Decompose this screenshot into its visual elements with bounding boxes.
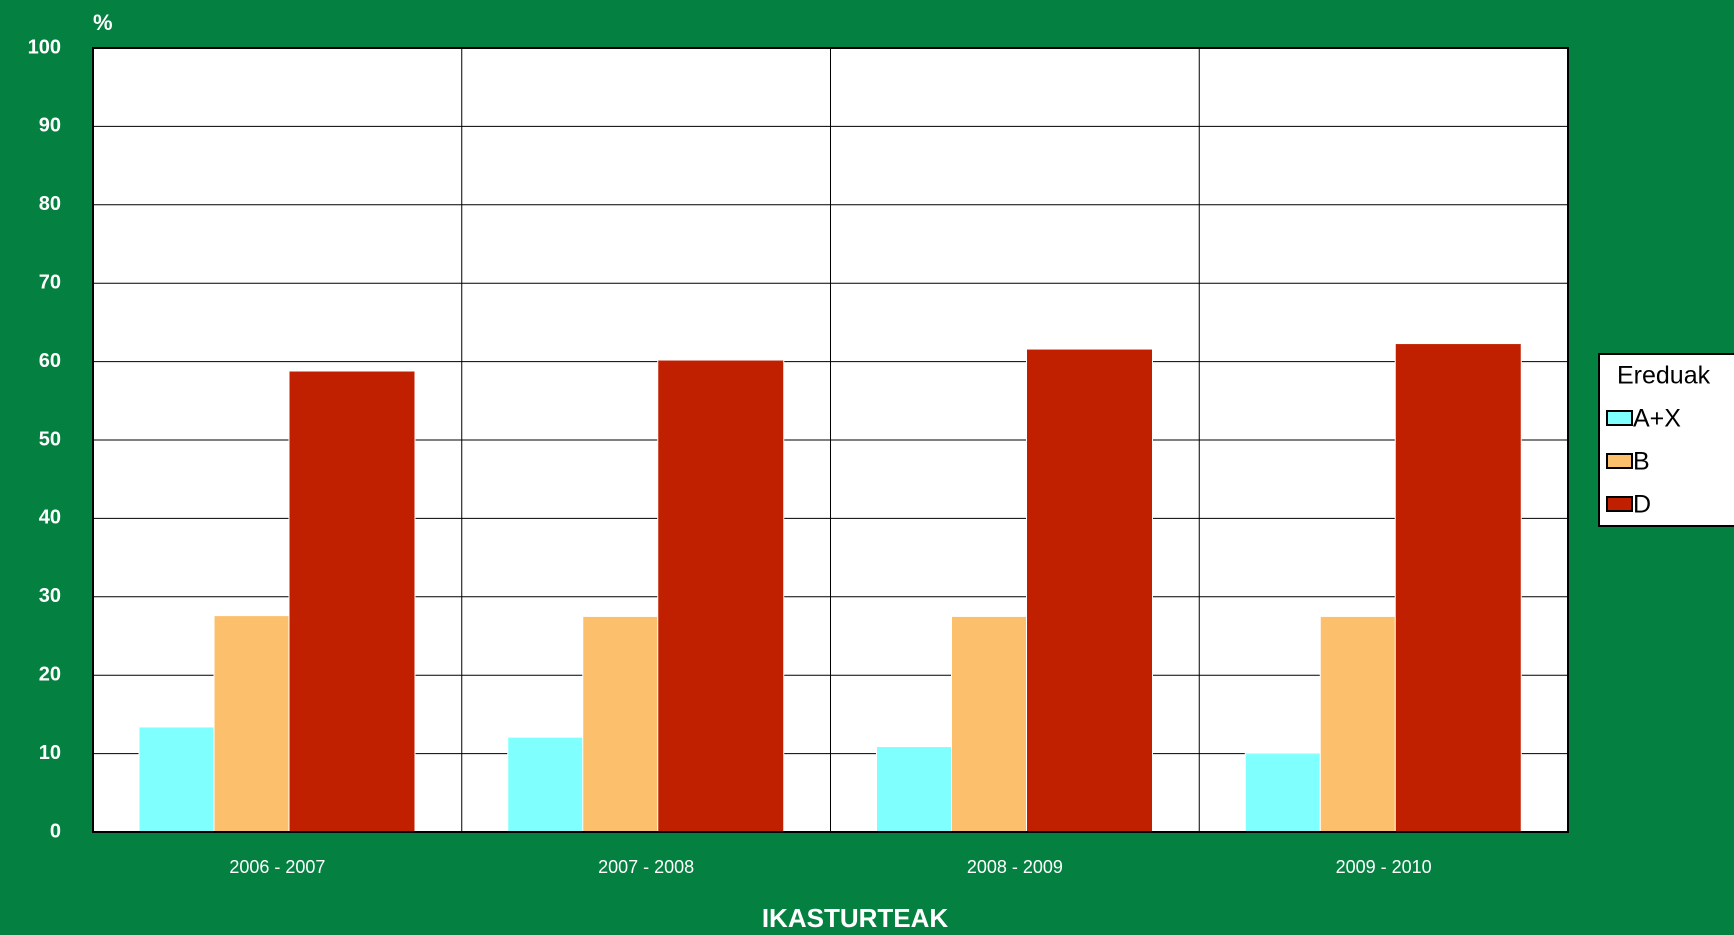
y-tick-label: 70 (39, 271, 61, 293)
y-tick-label: 30 (39, 585, 61, 607)
y-tick-label: 80 (39, 193, 61, 215)
x-tick-label: 2009 - 2010 (1336, 857, 1432, 877)
legend-label: A+X (1633, 405, 1681, 433)
legend-label: D (1633, 491, 1651, 519)
chart-title: % (93, 10, 113, 35)
bar (1394, 343, 1522, 833)
plot-border (92, 47, 1569, 833)
y-tick-label: 60 (39, 350, 61, 372)
y-tick-label: 0 (50, 820, 61, 842)
y-tick-label: 100 (28, 36, 61, 58)
legend-swatch (1606, 410, 1633, 426)
legend-title: Ereduak (1617, 362, 1711, 390)
legend-swatch (1606, 453, 1633, 469)
x-tick-label: 2006 - 2007 (229, 857, 325, 877)
y-tick-label: 50 (39, 428, 61, 450)
y-tick-label: 20 (39, 663, 61, 685)
x-tick-label: 2008 - 2009 (967, 857, 1063, 877)
x-tick-label: 2007 - 2008 (598, 857, 694, 877)
y-tick-label: 90 (39, 115, 61, 137)
bar (657, 359, 785, 833)
legend-swatch (1606, 496, 1633, 512)
bar (288, 370, 416, 833)
y-tick-label: 10 (39, 742, 61, 764)
legend-label: B (1633, 448, 1650, 476)
bar (1026, 348, 1153, 833)
x-axis-label: IKASTURTEAK (762, 903, 949, 933)
y-tick-label: 40 (39, 507, 61, 529)
